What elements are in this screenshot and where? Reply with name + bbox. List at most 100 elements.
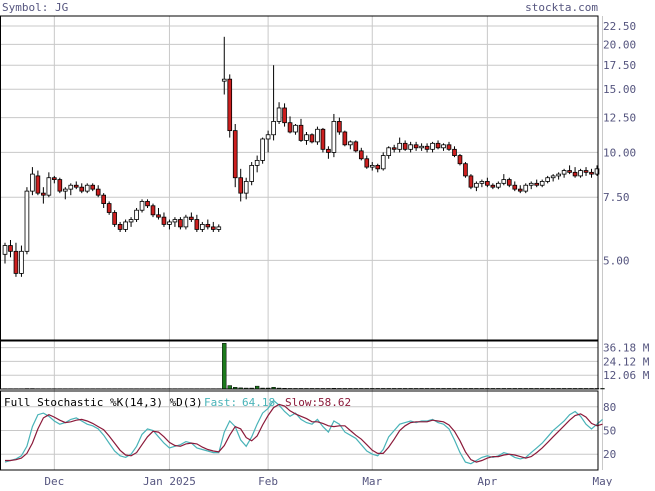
candle-down xyxy=(534,182,540,186)
axis-labels: Dec Jan 2025 Feb Mar Apr May 22.50 20.00 17.50 15… xyxy=(44,20,650,488)
candle-down xyxy=(227,78,233,132)
price-tick-label: 7.50 xyxy=(603,191,630,204)
candle-down xyxy=(210,226,216,230)
candle-down xyxy=(156,214,161,218)
stochastic-panel-frame xyxy=(0,390,599,471)
candle-up xyxy=(2,245,8,255)
candle-up xyxy=(496,182,501,188)
candle-down xyxy=(112,212,117,225)
candle-up xyxy=(128,219,134,223)
candle-up xyxy=(30,173,35,192)
x-tick-label: May xyxy=(593,475,613,486)
candle-up xyxy=(254,159,260,166)
candle-up xyxy=(369,164,375,168)
price-tick-label: 10.00 xyxy=(603,146,636,159)
candle-up xyxy=(539,181,545,186)
stochastic-tick-label: 50 xyxy=(603,425,616,438)
candle-down xyxy=(161,216,167,225)
candle-up xyxy=(561,170,567,175)
candle-up xyxy=(474,182,479,188)
volume-bar xyxy=(600,388,605,390)
candle-up xyxy=(419,145,424,149)
candle-down xyxy=(402,142,408,150)
candle-down xyxy=(90,184,96,190)
candle-up xyxy=(172,219,178,223)
candle-down xyxy=(468,175,474,188)
price-candles xyxy=(2,36,600,277)
candle-up xyxy=(430,142,435,150)
candle-down xyxy=(309,134,315,143)
candle-up xyxy=(62,188,68,192)
candle-up xyxy=(46,177,52,196)
candle-down xyxy=(413,144,419,149)
candle-up xyxy=(221,78,227,82)
price-tick-label: 12.50 xyxy=(603,112,636,125)
candle-down xyxy=(457,155,463,165)
stochastic-tick-label: 20 xyxy=(603,448,616,461)
volume-tick-label: 12.06 M xyxy=(603,369,650,382)
candle-down xyxy=(589,171,594,175)
price-panel-frame xyxy=(0,15,599,341)
stochastic-lines xyxy=(4,399,603,465)
panel-frames xyxy=(0,15,599,471)
candle-down xyxy=(73,184,79,188)
candle-up xyxy=(594,168,600,175)
candle-down xyxy=(517,188,523,192)
candle-down xyxy=(35,175,41,194)
candle-up xyxy=(348,141,353,146)
volume-bar xyxy=(227,385,232,390)
candle-down xyxy=(353,141,359,152)
slow-legend-label: Slow: xyxy=(285,396,318,409)
candle-down xyxy=(41,192,46,196)
symbol-label: Symbol: JG xyxy=(2,1,68,14)
candle-down xyxy=(8,245,13,252)
candle-up xyxy=(550,175,556,179)
candle-down xyxy=(424,145,430,150)
candle-down xyxy=(298,124,304,141)
candle-up xyxy=(386,147,392,156)
candle-up xyxy=(68,184,74,190)
candle-down xyxy=(446,144,452,150)
stochastic-title: Full Stochastic %K(14,3) %D(3) xyxy=(4,396,203,409)
candle-up xyxy=(397,142,402,150)
candle-up xyxy=(315,128,320,143)
candle-down xyxy=(342,131,348,146)
candle-up xyxy=(265,134,271,140)
candle-down xyxy=(101,194,106,204)
candle-down xyxy=(106,203,112,213)
candle-up xyxy=(556,173,561,177)
price-tick-label: 22.50 xyxy=(603,20,636,33)
candle-down xyxy=(238,177,244,194)
slow-legend-value: 58.62 xyxy=(318,396,351,409)
candle-down xyxy=(452,148,457,156)
fast-line xyxy=(4,399,603,465)
price-tick-label: 15.00 xyxy=(603,83,636,96)
fast-legend-value: 64.18 xyxy=(242,396,275,409)
candle-up xyxy=(19,250,24,274)
price-tick-label: 17.50 xyxy=(603,59,636,72)
candle-up xyxy=(276,107,282,122)
candle-up xyxy=(545,177,550,182)
volume-bars xyxy=(2,343,605,390)
candle-up xyxy=(183,216,189,228)
price-tick-label: 20.00 xyxy=(603,38,636,51)
stochastic-tick-label: 80 xyxy=(603,401,616,414)
candle-up xyxy=(304,134,309,141)
candle-down xyxy=(13,250,19,274)
stochastic-legend: Full Stochastic %K(14,3) %D(3) Fast: 64.… xyxy=(4,396,351,409)
x-tick-label: Jan 2025 xyxy=(143,475,196,486)
candle-down xyxy=(57,179,63,192)
candle-down xyxy=(287,122,293,133)
candle-up xyxy=(331,121,337,153)
candle-down xyxy=(205,223,211,228)
candle-down xyxy=(506,179,512,186)
candle-up xyxy=(200,223,205,230)
candle-up xyxy=(578,170,583,177)
candle-down xyxy=(79,186,85,192)
candle-down xyxy=(364,158,370,168)
candle-down xyxy=(391,147,397,150)
candle-down xyxy=(178,219,183,228)
candle-down xyxy=(189,216,194,220)
candle-down xyxy=(320,128,326,150)
